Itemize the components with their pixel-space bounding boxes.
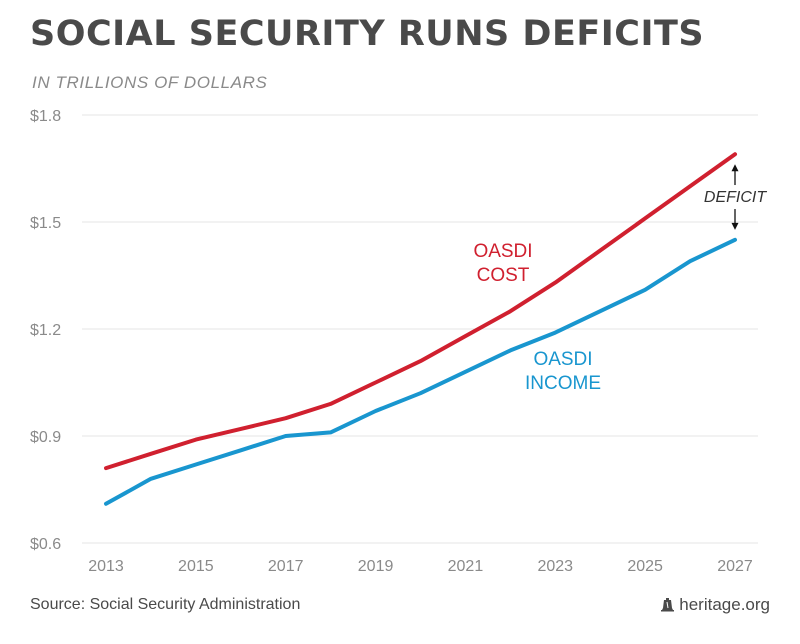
deficit-arrow-head-up bbox=[731, 164, 739, 172]
x-tick-label: 2015 bbox=[178, 558, 214, 575]
chart-title: SOCIAL SECURITY RUNS DEFICITS bbox=[30, 14, 705, 54]
x-tick-label: 2025 bbox=[627, 558, 663, 575]
x-tick-label: 2027 bbox=[717, 558, 753, 575]
series-label-oasdi-income: OASDI INCOME bbox=[525, 349, 601, 394]
series-label-line: COST bbox=[477, 265, 530, 286]
y-tick-label: $0.9 bbox=[30, 429, 61, 446]
y-tick-label: $0.6 bbox=[30, 536, 61, 553]
line-chart: $0.6 $0.9 $1.2 $1.5 $1.8 2013 2015 2017 2019 2021… bbox=[30, 108, 767, 575]
series-line-oasdi-income bbox=[104, 237, 737, 506]
deficit-arrow-head-down bbox=[731, 222, 739, 230]
series-label-oasdi-cost: OASDI COST bbox=[473, 241, 532, 286]
series-label-line: INCOME bbox=[525, 373, 601, 394]
x-tick-label: 2021 bbox=[448, 558, 484, 575]
brand-label: heritage.org bbox=[679, 595, 770, 614]
chart-subtitle: IN TRILLIONS OF DOLLARS bbox=[32, 73, 268, 92]
liberty-bell-icon bbox=[661, 597, 675, 611]
x-tick-label: 2019 bbox=[358, 558, 394, 575]
series-line-oasdi-cost bbox=[104, 152, 737, 471]
y-tick-label: $1.8 bbox=[30, 108, 61, 125]
brand-link[interactable]: heritage.org bbox=[661, 595, 770, 615]
y-tick-label: $1.5 bbox=[30, 215, 61, 232]
x-tick-label: 2013 bbox=[88, 558, 124, 575]
source-note: Source: Social Security Administration bbox=[30, 596, 301, 613]
deficit-annotation: DEFICIT bbox=[704, 189, 767, 206]
x-tick-label: 2017 bbox=[268, 558, 304, 575]
series-label-line: OASDI bbox=[533, 349, 592, 370]
y-tick-label: $1.2 bbox=[30, 322, 61, 339]
series-label-line: OASDI bbox=[473, 241, 532, 262]
x-tick-label: 2023 bbox=[537, 558, 573, 575]
